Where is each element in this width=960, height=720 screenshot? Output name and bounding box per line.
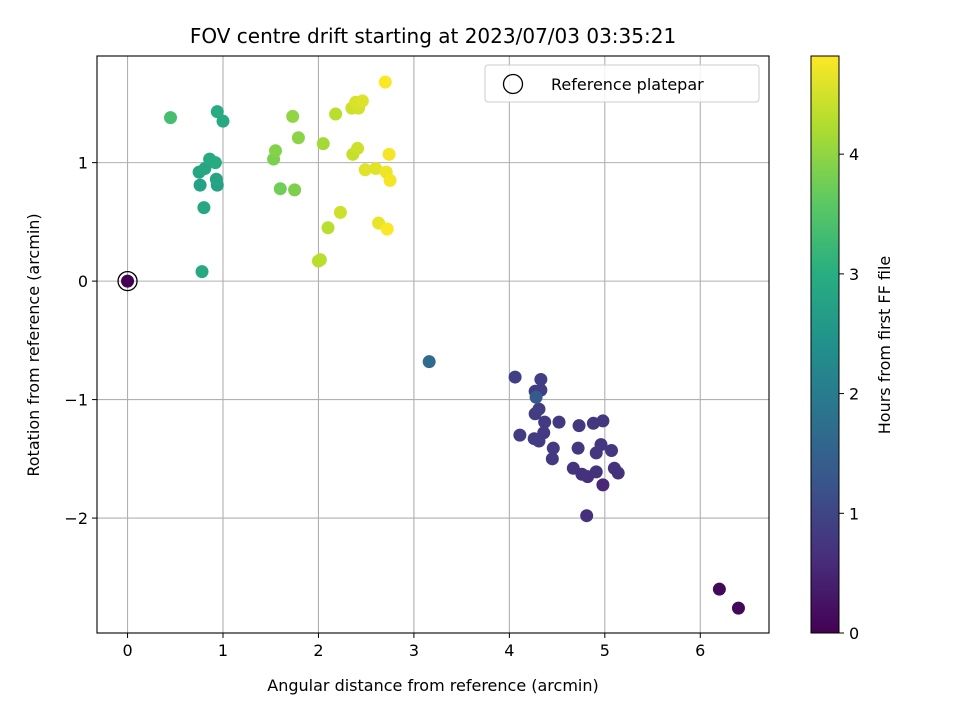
scatter-point (216, 114, 230, 128)
scatter-point (333, 205, 347, 219)
scatter-point (193, 178, 207, 192)
x-tick-label: 4 (504, 641, 514, 660)
x-axis-label: Angular distance from reference (arcmin) (267, 676, 598, 695)
scatter-point (121, 274, 135, 288)
scatter-point (546, 441, 560, 455)
colorbar-label: Hours from first FF file (875, 256, 894, 435)
scatter-point (529, 390, 543, 404)
scatter-point (527, 432, 541, 446)
scatter-point (286, 109, 300, 123)
scatter-point (566, 461, 580, 475)
scatter-point (291, 131, 305, 145)
scatter-point (571, 441, 585, 455)
scatter-point (534, 372, 548, 386)
scatter-point (513, 428, 527, 442)
y-tick-label: −2 (64, 509, 88, 528)
x-tick-label: 0 (122, 641, 132, 660)
colorbar (810, 55, 840, 634)
scatter-point (164, 111, 177, 125)
scatter-point (358, 163, 372, 177)
scatter-point (422, 355, 436, 369)
colorbar-tick-label: 2 (849, 385, 859, 404)
colorbar-ticks: 0 1 2 3 4 (839, 145, 859, 643)
x-tick-label: 5 (600, 641, 610, 660)
scatter-point (594, 438, 608, 452)
scatter-point (552, 415, 566, 429)
scatter-point (712, 582, 726, 596)
scatter-point (380, 222, 394, 236)
colorbar-tick-label: 1 (849, 504, 859, 523)
scatter-point (538, 415, 552, 429)
legend-label-reference: Reference platepar (551, 75, 704, 94)
scatter-point (288, 183, 302, 197)
scatter-point (355, 94, 369, 108)
scatter-point (197, 201, 211, 215)
y-tick-label: 1 (78, 154, 88, 173)
colorbar-tick-label: 4 (849, 145, 859, 164)
scatter-point (508, 370, 522, 384)
y-axis-label: Rotation from reference (arcmin) (24, 213, 43, 476)
scatter-point (545, 452, 559, 466)
legend: Reference platepar (484, 64, 760, 103)
colorbar-tick-label: 0 (849, 624, 859, 643)
x-gridlines (126, 56, 701, 633)
reference-platepar-marker (117, 270, 138, 292)
y-gridlines (97, 162, 769, 519)
scatter-point (596, 414, 610, 428)
scatter-point (329, 107, 343, 121)
scatter-point (321, 221, 335, 235)
scatter-point (383, 173, 397, 187)
scatter-point (532, 402, 546, 416)
scatter-point (611, 466, 625, 480)
scatter-point (210, 105, 224, 119)
y-tick-label: −1 (64, 391, 88, 410)
scatter-point (208, 156, 222, 170)
scatter-point (378, 75, 392, 89)
scatter-point (382, 147, 396, 161)
legend-box (484, 64, 760, 103)
plot-frame (96, 55, 770, 634)
scatter-point (369, 162, 383, 176)
legend-marker-reference (502, 73, 524, 95)
scatter-point (269, 144, 282, 158)
x-tick-label: 6 (695, 641, 705, 660)
chart-title: FOV centre drift starting at 2023/07/03 … (190, 24, 676, 48)
scatter-point (209, 172, 223, 186)
scatter-point (605, 444, 618, 458)
scatter-point (195, 265, 209, 279)
scatter-point (311, 254, 325, 268)
scatter-point (572, 419, 586, 433)
x-tick-label: 3 (409, 641, 419, 660)
scatter-point (589, 465, 603, 479)
colorbar-tick-label: 3 (849, 265, 859, 284)
x-tick-label: 2 (313, 641, 323, 660)
scatter-point (351, 141, 365, 155)
scatter-point (580, 509, 594, 523)
scatter-point (316, 137, 330, 151)
x-axis-ticks: 0 1 2 3 4 5 6 (122, 633, 705, 660)
y-tick-label: 0 (78, 272, 88, 291)
y-axis-ticks: −2 −1 0 1 (64, 154, 97, 528)
x-tick-label: 1 (218, 641, 228, 660)
scatter-point (596, 478, 610, 492)
data-points (117, 75, 745, 615)
scatter-point (731, 601, 745, 615)
scatter-point (273, 182, 287, 196)
